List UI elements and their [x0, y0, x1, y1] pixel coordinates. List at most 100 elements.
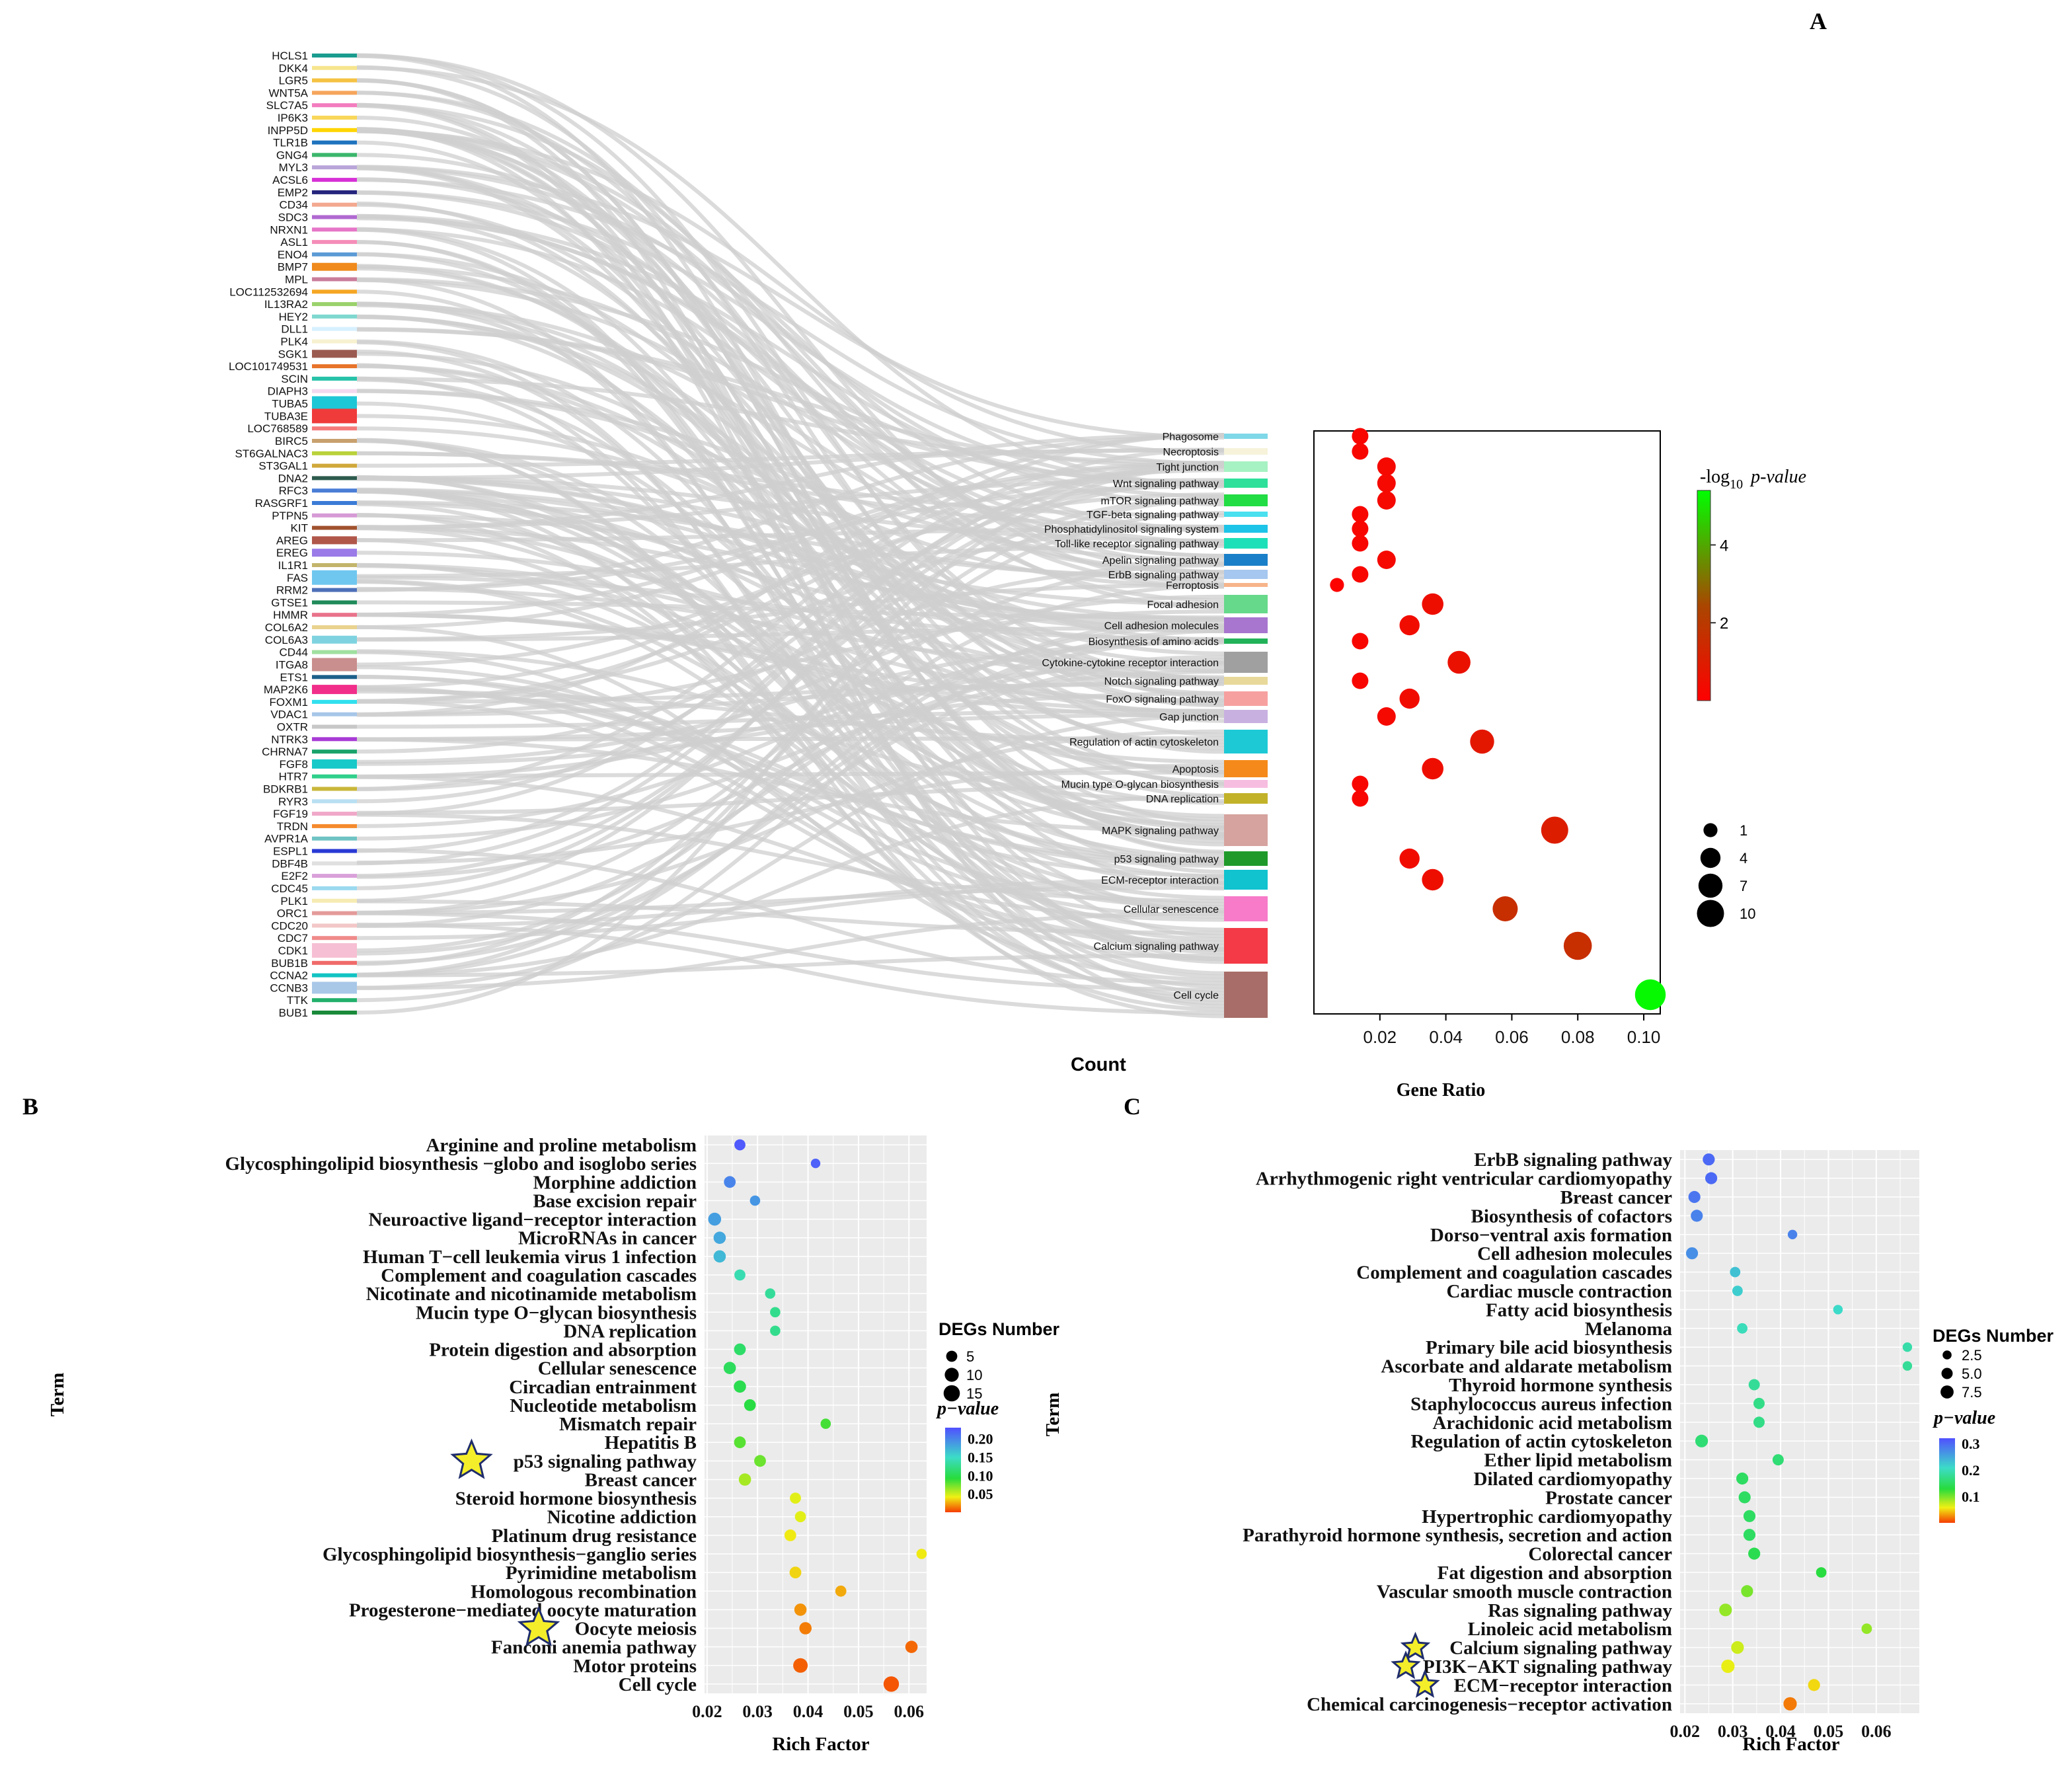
- gene-bar-itga8: [312, 658, 357, 672]
- panel-a-dot: [1422, 593, 1443, 615]
- gene-bar-bub1b: [312, 960, 357, 965]
- x-tick-label: 0.02: [1669, 1722, 1700, 1741]
- term-label: Nicotine addiction: [547, 1507, 697, 1528]
- gene-bar-cd34: [312, 202, 357, 207]
- gene-bar-myl3: [312, 165, 357, 170]
- term-label: p53 signaling pathway: [514, 1451, 697, 1472]
- panel-a-size-key-label: 7: [1740, 878, 1747, 894]
- panel-a-colorbar: [1697, 490, 1711, 701]
- term-label: Hepatitis B: [605, 1432, 697, 1453]
- colorbar-label: 0.3: [1962, 1436, 1980, 1452]
- term-label: Colorectal cancer: [1528, 1544, 1672, 1565]
- gene-label: LOC112532694: [229, 286, 308, 298]
- gene-bar-inpp5d: [312, 128, 357, 132]
- gene-label: IL1R1: [278, 559, 308, 572]
- panel-a-dot: [1352, 443, 1369, 460]
- gene-label: BMP7: [278, 261, 308, 274]
- pathway-bar: [1224, 677, 1268, 685]
- gene-bar-plk4: [312, 339, 357, 344]
- term-label: Cell adhesion molecules: [1477, 1243, 1672, 1264]
- gene-bar-dkk4: [312, 65, 357, 70]
- gene-bar-tuba3e: [312, 408, 357, 424]
- gene-label: ENO4: [278, 249, 308, 261]
- gene-label: ASL1: [280, 236, 308, 249]
- term-dot: [835, 1585, 847, 1597]
- gene-label: VDAC1: [270, 709, 308, 721]
- pathway-bar: [1224, 780, 1268, 788]
- panel-c-color-legend-title: p−value: [1933, 1408, 1995, 1428]
- panel-label-a: A: [1810, 8, 1827, 34]
- term-label: Mucin type O−glycan biosynthesis: [416, 1302, 697, 1323]
- sankey-flow: [356, 650, 1225, 962]
- term-label: Primary bile acid biosynthesis: [1426, 1337, 1672, 1358]
- pathway-label: ErbB signaling pathway: [1108, 570, 1219, 581]
- gene-label: IL13RA2: [264, 298, 308, 311]
- gene-bar-gtse1: [312, 600, 357, 605]
- gene-label: CDC45: [271, 882, 308, 895]
- gene-bar-loc101749531: [312, 364, 357, 369]
- term-dot: [708, 1212, 722, 1226]
- gene-label: COL6A2: [265, 621, 308, 634]
- gene-bar-cdc45: [312, 886, 357, 890]
- term-label: ECM−receptor interaction: [1454, 1675, 1672, 1696]
- term-dot: [1741, 1585, 1753, 1598]
- pathway-label: Notch signaling pathway: [1104, 676, 1219, 687]
- pathway-bar: [1224, 434, 1268, 439]
- panel-b-x-label: Rich Factor: [772, 1734, 869, 1755]
- sankey-flow: [356, 129, 1225, 455]
- term-dot: [738, 1473, 751, 1486]
- gene-bar-st3gal1: [312, 463, 357, 468]
- term-dot: [770, 1307, 781, 1318]
- term-label: Fanconi anemia pathway: [491, 1637, 697, 1658]
- gene-label: CD44: [280, 646, 308, 659]
- term-label: Breast cancer: [1560, 1187, 1672, 1208]
- gene-bar-cdc20: [312, 923, 357, 928]
- panel-b-y-label: Term: [47, 1373, 68, 1417]
- x-tick-label: 0.06: [894, 1702, 925, 1721]
- size-key: [1940, 1385, 1954, 1399]
- term-dot: [723, 1362, 736, 1374]
- term-label: Arrhythmogenic right ventricular cardiom…: [1256, 1169, 1673, 1190]
- panel-b-color-legend-title: p−value: [936, 1399, 999, 1419]
- pathway-bar: [1224, 595, 1268, 613]
- sankey-flow: [356, 461, 1225, 866]
- term-dot: [820, 1418, 831, 1429]
- term-dot: [734, 1343, 746, 1356]
- panel-b-size-legend-title: DEGs Number: [939, 1319, 1060, 1339]
- gene-label: ETS1: [280, 671, 308, 683]
- gene-bar-asl1: [312, 240, 357, 245]
- panel-a-x-tick-label: 0.02: [1363, 1027, 1397, 1047]
- colorbar: [1939, 1438, 1955, 1523]
- gene-label: HMMR: [273, 609, 308, 621]
- pathway-label: Phosphatidylinositol signaling system: [1044, 524, 1219, 535]
- term-dot: [905, 1640, 918, 1653]
- gene-bar-scin: [312, 376, 357, 381]
- sankey-flow: [356, 476, 1225, 581]
- gene-bar-col6a3: [312, 635, 357, 644]
- sankey-flow: [356, 433, 1225, 791]
- pathway-bar: [1224, 461, 1268, 472]
- gene-bar-rasgrf1: [312, 501, 357, 505]
- sankey-flow: [356, 886, 1225, 915]
- panel-a-dot: [1352, 428, 1369, 445]
- term-dot: [734, 1139, 746, 1151]
- colorbar-label: 0.15: [968, 1449, 993, 1466]
- panel-a-size-key: [1700, 847, 1721, 868]
- gene-label: RFC3: [279, 484, 308, 497]
- term-dot: [1743, 1529, 1756, 1541]
- panel-a-x-tick-label: 0.10: [1627, 1027, 1661, 1047]
- pathway-bar: [1224, 928, 1268, 964]
- size-key: [946, 1350, 958, 1362]
- pathway-label: mTOR signaling pathway: [1101, 496, 1219, 507]
- gene-bar-plk1: [312, 898, 357, 903]
- term-label: Fatty acid biosynthesis: [1486, 1299, 1672, 1321]
- panel-a-dot: [1541, 816, 1568, 844]
- gene-bar-cd44: [312, 650, 357, 654]
- panel-a-dot: [1399, 615, 1420, 636]
- gene-label: GNG4: [276, 149, 308, 161]
- sankey-flow: [356, 691, 1225, 766]
- term-label: Protein digestion and absorption: [429, 1340, 697, 1361]
- term-label: Complement and coagulation cascades: [381, 1265, 697, 1286]
- sankey-flow: [356, 551, 1225, 681]
